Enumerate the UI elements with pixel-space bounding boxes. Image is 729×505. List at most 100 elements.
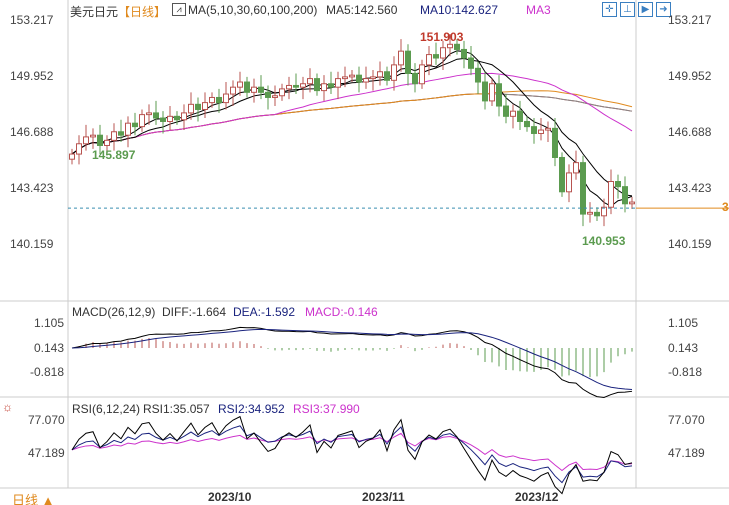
crosshair-icon[interactable]: ✛ (602, 2, 617, 17)
zoom-out-icon[interactable]: ▶ (638, 2, 653, 17)
candle-body (391, 64, 397, 81)
rsi12-line (71, 425, 633, 484)
candle-body (524, 120, 530, 128)
candle-body (300, 83, 306, 88)
candle-body (132, 122, 138, 128)
price-tick: 153.217 (10, 13, 54, 27)
macd-label: MACD(26,12,9) (72, 305, 156, 319)
candle-body (482, 81, 488, 102)
low-annotation-left: 145.897 (92, 148, 136, 162)
candle-body (475, 67, 481, 83)
candle-body (601, 206, 607, 217)
date-tick: 2023/12 (515, 490, 559, 504)
ma3-value: MA3 (526, 3, 551, 17)
candle-body (545, 127, 551, 131)
candle-body (615, 181, 621, 188)
exit-icon[interactable]: ➜ (656, 2, 671, 17)
candle-body (531, 126, 537, 134)
candle-body (230, 86, 236, 95)
candle-body (69, 153, 75, 160)
macd-tick: 1.105 (34, 316, 65, 330)
candle-body (370, 76, 376, 80)
candle-body (314, 78, 320, 92)
candle-body (258, 86, 264, 93)
candle-body (153, 112, 159, 119)
date-tick: 2023/10 (208, 490, 252, 504)
candle-body (363, 78, 369, 83)
period-button[interactable]: 日线 ▲ (12, 493, 55, 505)
candle-body (440, 47, 446, 59)
macd-tick-right: 1.105 (668, 316, 699, 330)
candle-body (160, 117, 166, 122)
rsi3-value: RSI3:37.990 (293, 402, 360, 416)
ma5-value: MA5:142.560 (326, 3, 398, 17)
candle-body (181, 112, 187, 121)
macd-tick-right: -0.818 (668, 365, 703, 379)
candle-body (356, 74, 362, 83)
candle-body (244, 81, 250, 93)
candle-body (349, 74, 355, 78)
candle-body (496, 83, 502, 107)
candle-body (377, 71, 383, 78)
rsi24-line (71, 432, 633, 472)
price-tick-right: 146.688 (668, 125, 712, 139)
macd-diff: DIFF:-1.664 (162, 305, 227, 319)
candle-body (517, 110, 523, 122)
price-tick: 149.952 (10, 69, 54, 83)
ma10-value: MA10:142.627 (420, 3, 499, 17)
rsi-tick-right: 77.070 (668, 413, 705, 427)
rsi-tick-right: 47.189 (668, 446, 705, 460)
symbol-title: 美元日元 (70, 5, 119, 19)
candle-body (265, 91, 271, 98)
candle-body (139, 114, 145, 128)
candle-body (202, 102, 208, 110)
price-tick: 143.423 (10, 181, 54, 195)
settings-sun-icon[interactable]: ☼ (2, 400, 13, 414)
date-tick: 2023/11 (362, 490, 405, 504)
candle-body (461, 48, 467, 59)
rsi6-line (71, 415, 633, 495)
high-annotation: 151.903 (420, 30, 464, 44)
candle-body (90, 134, 96, 138)
candle-body (342, 76, 348, 80)
candle-body (559, 156, 565, 193)
candle-body (125, 122, 131, 136)
candle-body (167, 115, 173, 122)
ma-label: MA(5,10,30,60,100,200) (188, 3, 318, 17)
period-label: 【日线】 (118, 5, 167, 19)
macd-dea-line (71, 328, 633, 391)
candle-body (111, 131, 117, 141)
candle-body (83, 136, 89, 145)
candle-body (335, 78, 341, 88)
candle-body (286, 84, 292, 90)
candle-body (328, 83, 334, 88)
zoom-in-icon[interactable]: ⊥ (620, 2, 635, 17)
ma-toggle-icon[interactable]: ⩘ (172, 3, 186, 16)
ma30-line (71, 72, 633, 155)
macd-tick: 0.143 (34, 341, 65, 355)
candle-body (104, 139, 110, 146)
candle-body (552, 127, 558, 158)
candle-body (209, 96, 215, 104)
price-tick-right: 153.217 (668, 13, 712, 27)
candle-body (468, 57, 474, 69)
candle-body (426, 54, 432, 66)
candle-body (573, 162, 579, 174)
candle-body (237, 81, 243, 88)
candle-body (622, 186, 628, 205)
low-annotation-right: 140.953 (582, 234, 626, 248)
candle-body (412, 72, 418, 85)
candle-body (293, 84, 299, 88)
candle-body (223, 93, 229, 104)
candle-body (251, 86, 257, 93)
macd-dea: DEA:-1.592 (233, 305, 296, 319)
candle-body (608, 181, 614, 208)
macd-value: MACD:-0.146 (305, 305, 378, 319)
price-tick-right: 143.423 (668, 181, 712, 195)
candle-body (503, 105, 509, 117)
candle-body (405, 50, 411, 74)
candle-body (629, 201, 635, 205)
candle-body (510, 110, 516, 117)
candle-body (279, 88, 285, 97)
